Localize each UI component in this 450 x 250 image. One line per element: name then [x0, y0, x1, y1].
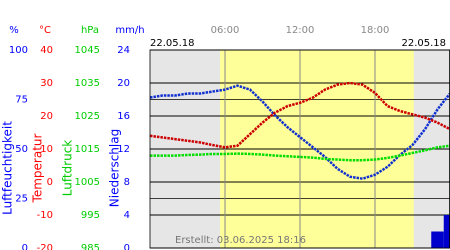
axis-title: Temperatur	[31, 133, 45, 203]
x-tick-label: 12:00	[286, 25, 315, 36]
y-tick-label: 1045	[75, 45, 100, 56]
axis-unit: hPa	[81, 25, 99, 36]
y-tick-label: 24	[117, 45, 130, 56]
y-tick-label: 0	[124, 243, 130, 250]
y-tick-label: 985	[81, 243, 100, 250]
y-tick-label: -20	[37, 243, 53, 250]
date-left: 22.05.18	[150, 38, 195, 49]
y-tick-label: 30	[40, 78, 53, 89]
axis-unit: °C	[39, 25, 51, 36]
y-tick-label: 40	[40, 45, 53, 56]
y-tick-label: 1015	[75, 144, 100, 155]
y-tick-label: 20	[117, 78, 130, 89]
y-tick-label: 75	[15, 95, 28, 106]
y-tick-label: 50	[15, 144, 28, 155]
y-tick-label: 995	[81, 210, 100, 221]
series-line	[150, 144, 450, 162]
y-tick-label: 4	[124, 210, 130, 221]
y-tick-label: 20	[40, 111, 53, 122]
y-tick-label: 100	[9, 45, 28, 56]
y-tick-label: -10	[37, 210, 53, 221]
precip-bar	[443, 215, 450, 248]
axis-title: Luftfeuchtigkeit	[1, 121, 15, 215]
x-tick-label: 18:00	[361, 25, 390, 36]
series-line	[149, 81, 450, 149]
y-tick-label: 1035	[75, 78, 100, 89]
x-tick-label: 06:00	[211, 25, 240, 36]
footer: Erstellt: 03.06.2025 18:16	[175, 235, 306, 246]
precip-bar	[431, 231, 444, 248]
axis-unit: %	[9, 25, 19, 36]
y-tick-label: 25	[15, 194, 28, 205]
y-tick-label: 1025	[75, 111, 100, 122]
y-tick-label: 0	[22, 243, 28, 250]
y-tick-label: 16	[117, 111, 130, 122]
y-tick-label: 8	[124, 177, 130, 188]
axis-title: Luftdruck	[61, 140, 75, 197]
y-tick-label: 1005	[75, 177, 100, 188]
date-right: 22.05.18	[401, 38, 446, 49]
y-tick-label: 0	[47, 177, 53, 188]
axis-title: Niederschlag	[108, 129, 122, 207]
y-tick-label: 12	[117, 144, 130, 155]
y-tick-label: 10	[40, 144, 53, 155]
axis-unit: mm/h	[115, 25, 144, 36]
